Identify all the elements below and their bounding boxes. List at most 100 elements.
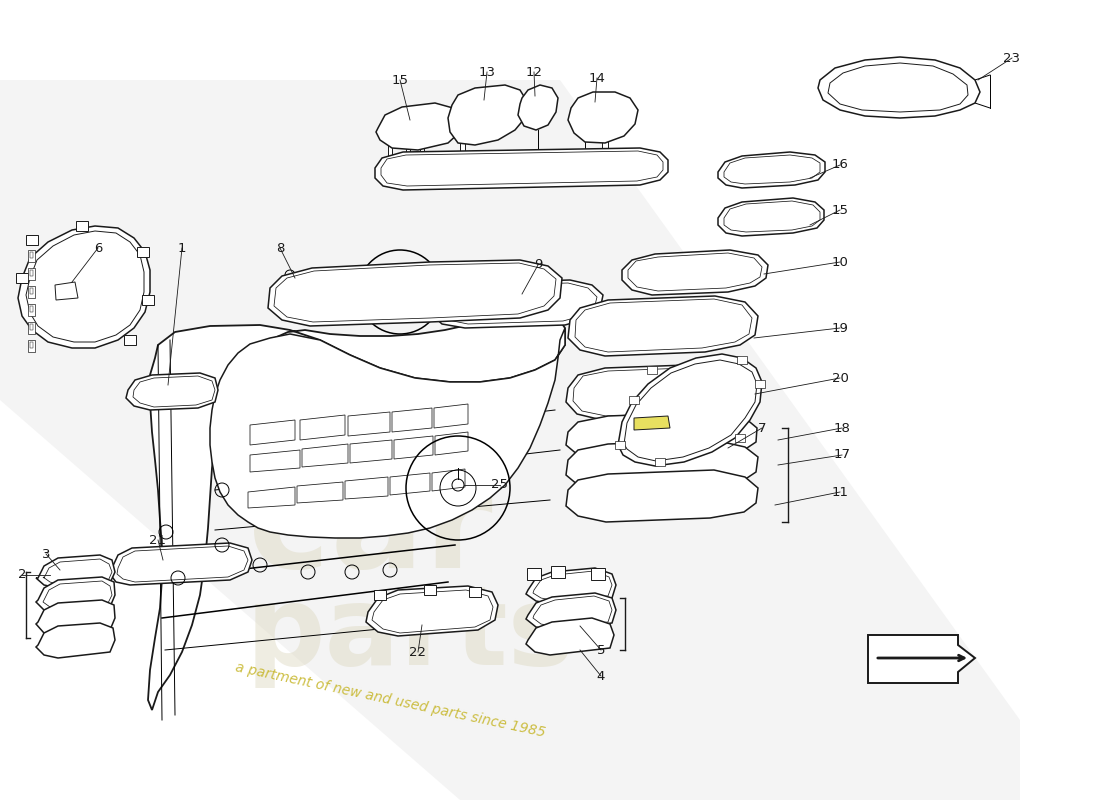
Text: 14: 14 xyxy=(588,71,605,85)
Polygon shape xyxy=(138,247,148,257)
Polygon shape xyxy=(615,441,625,449)
Text: 15: 15 xyxy=(832,203,848,217)
Polygon shape xyxy=(406,146,410,165)
Polygon shape xyxy=(300,415,345,440)
Polygon shape xyxy=(390,473,430,495)
Text: parts: parts xyxy=(245,582,574,689)
Text: 15: 15 xyxy=(392,74,408,86)
Polygon shape xyxy=(526,593,616,630)
Polygon shape xyxy=(28,304,35,316)
Text: a partment of new and used parts since 1985: a partment of new and used parts since 1… xyxy=(233,660,547,740)
Polygon shape xyxy=(110,543,252,585)
Text: 13: 13 xyxy=(478,66,495,78)
Polygon shape xyxy=(566,470,758,522)
Polygon shape xyxy=(28,340,35,352)
Polygon shape xyxy=(566,440,758,490)
Polygon shape xyxy=(30,324,33,330)
Polygon shape xyxy=(28,250,35,262)
Polygon shape xyxy=(526,618,614,655)
Polygon shape xyxy=(148,310,565,710)
Text: 4: 4 xyxy=(597,670,605,682)
Polygon shape xyxy=(868,635,975,683)
Polygon shape xyxy=(735,434,745,442)
Polygon shape xyxy=(142,295,154,305)
Polygon shape xyxy=(36,623,116,658)
Polygon shape xyxy=(30,306,33,312)
Polygon shape xyxy=(718,152,825,188)
Polygon shape xyxy=(250,450,300,472)
Text: 1: 1 xyxy=(178,242,186,254)
Polygon shape xyxy=(376,103,462,150)
Polygon shape xyxy=(566,364,758,420)
Text: 11: 11 xyxy=(832,486,848,498)
Polygon shape xyxy=(755,380,764,388)
Polygon shape xyxy=(621,250,768,295)
Text: euro: euro xyxy=(169,370,491,490)
Polygon shape xyxy=(629,396,639,404)
Polygon shape xyxy=(434,432,468,455)
Polygon shape xyxy=(602,140,608,162)
Polygon shape xyxy=(248,487,295,508)
Polygon shape xyxy=(460,138,465,162)
Text: 10: 10 xyxy=(832,255,848,269)
Text: 8: 8 xyxy=(276,242,284,254)
Polygon shape xyxy=(36,555,116,588)
Polygon shape xyxy=(18,226,150,348)
Polygon shape xyxy=(16,273,28,283)
Text: 21: 21 xyxy=(150,534,166,546)
Polygon shape xyxy=(345,477,388,499)
Text: 7: 7 xyxy=(758,422,767,434)
Text: 19: 19 xyxy=(832,322,848,334)
Polygon shape xyxy=(434,404,468,428)
Polygon shape xyxy=(30,252,33,258)
Polygon shape xyxy=(420,148,424,166)
Polygon shape xyxy=(250,420,295,445)
Polygon shape xyxy=(424,585,436,595)
Polygon shape xyxy=(647,366,657,374)
Text: 17: 17 xyxy=(834,449,850,462)
Text: 25: 25 xyxy=(492,478,508,491)
Polygon shape xyxy=(28,268,35,280)
Text: 12: 12 xyxy=(526,66,542,78)
Polygon shape xyxy=(566,412,757,460)
Polygon shape xyxy=(348,412,390,436)
Polygon shape xyxy=(388,143,392,162)
Text: 9: 9 xyxy=(534,258,542,271)
Polygon shape xyxy=(297,482,343,503)
Polygon shape xyxy=(818,57,980,118)
Polygon shape xyxy=(430,280,603,328)
Text: 3: 3 xyxy=(42,547,51,561)
Polygon shape xyxy=(718,198,824,236)
Polygon shape xyxy=(469,587,481,597)
Polygon shape xyxy=(0,80,1020,800)
Polygon shape xyxy=(432,469,465,491)
Text: 6: 6 xyxy=(94,242,102,254)
Polygon shape xyxy=(634,416,670,430)
Polygon shape xyxy=(568,296,758,356)
Polygon shape xyxy=(591,568,605,580)
Polygon shape xyxy=(36,600,116,636)
Polygon shape xyxy=(30,342,33,348)
Polygon shape xyxy=(302,444,348,467)
Polygon shape xyxy=(350,440,392,463)
Text: 2: 2 xyxy=(18,569,26,582)
Text: car: car xyxy=(248,462,493,598)
Polygon shape xyxy=(590,313,625,328)
Polygon shape xyxy=(30,270,33,276)
Polygon shape xyxy=(618,354,762,466)
Text: 20: 20 xyxy=(832,371,848,385)
Polygon shape xyxy=(374,590,386,600)
Polygon shape xyxy=(28,322,35,334)
Polygon shape xyxy=(366,586,498,636)
Polygon shape xyxy=(654,458,666,466)
Polygon shape xyxy=(55,282,78,300)
Text: 18: 18 xyxy=(834,422,850,434)
Polygon shape xyxy=(392,408,432,432)
Polygon shape xyxy=(30,288,33,294)
Polygon shape xyxy=(737,356,747,364)
Polygon shape xyxy=(126,373,218,410)
Polygon shape xyxy=(568,92,638,143)
Polygon shape xyxy=(551,566,565,578)
Polygon shape xyxy=(526,568,616,604)
Polygon shape xyxy=(124,335,136,345)
